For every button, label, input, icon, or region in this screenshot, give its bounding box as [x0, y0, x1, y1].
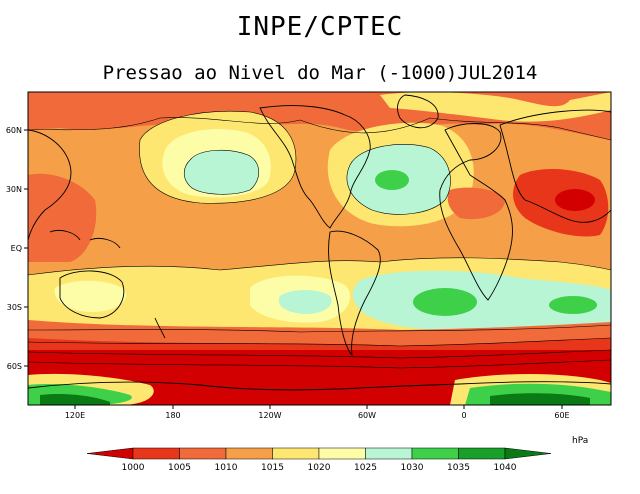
colorbar-level-label: 1020: [308, 463, 331, 473]
colorbar-cell: [411, 447, 459, 460]
lon-label-60w: 60W: [358, 411, 376, 420]
colorbar-cell: [179, 447, 227, 460]
colorbar-cell: [365, 447, 413, 460]
coast-greenland: [397, 94, 439, 129]
colorbar-level-label: 1005: [168, 463, 191, 473]
colorbar-cell: [318, 447, 366, 460]
colorbar-level-label: 1000: [122, 463, 145, 473]
coast-australia: [59, 270, 125, 319]
lat-label-30s: 30S: [7, 303, 22, 312]
coast-borneo: [49, 229, 81, 241]
colorbar-arrow-low: [86, 447, 134, 460]
field-nafrica-low: [447, 187, 505, 220]
page-title: INPE/CPTEC: [236, 12, 404, 42]
coast-asia: [499, 109, 611, 223]
colorbar-unit: hPa: [572, 436, 589, 446]
lat-label-60n: 60N: [6, 126, 22, 135]
isobar-npac-1020: [183, 149, 260, 195]
lon-label-120w: 120W: [258, 411, 281, 420]
field-asia-low-core: [555, 189, 595, 211]
isobar-south-1015b: [28, 324, 611, 333]
lon-label-60e: 60E: [554, 411, 569, 420]
lon-label-120e: 120E: [65, 411, 85, 420]
map-subtitle: Pressao ao Nivel do Mar (-1000)JUL2014: [102, 62, 538, 84]
colorbar-level-label: 1010: [215, 463, 238, 473]
field-arctic-yellow: [380, 92, 611, 122]
lat-axis: 60N 30N EQ 30S 60S: [6, 126, 28, 371]
isobar-south-1010: [28, 337, 611, 347]
colorbar-cell: [132, 447, 180, 460]
isobar-south-1000: [28, 359, 611, 369]
colorbar-cell: [458, 447, 506, 460]
isobar-natl-1020: [346, 144, 451, 215]
coast-new-guinea: [89, 237, 121, 249]
field-antarctic-high-west-core: [40, 393, 110, 405]
colorbar: 1000 1005 1010 1015 1020 1025 1030 1035 1040: [86, 447, 552, 473]
coast-new-zealand: [154, 317, 166, 339]
colorbar-level-label: 1035: [447, 463, 470, 473]
coastlines: [28, 94, 611, 391]
colorbar-arrow-high: [504, 447, 552, 460]
coast-europe-africa: [439, 123, 513, 301]
lon-axis: 120E 180 120W 60W 0 60E: [65, 405, 570, 420]
field-satl-high-mint: [352, 270, 611, 331]
map-field: [28, 92, 611, 405]
lat-label-30n: 30N: [6, 185, 22, 194]
lon-label-180: 180: [165, 411, 180, 420]
isobar-south-1005: [28, 349, 611, 359]
lat-label-60s: 60S: [7, 362, 22, 371]
coast-north-america: [259, 105, 371, 229]
isobar-npac-1015: [139, 110, 297, 204]
field-natl-high-green: [375, 170, 409, 190]
field-satl-high-green: [413, 288, 477, 316]
coast-antarctica: [28, 381, 611, 391]
colorbar-level-label: 1030: [401, 463, 424, 473]
field-south-band-1: [28, 320, 611, 348]
isobars: [28, 110, 611, 369]
isobar-north: [28, 117, 611, 141]
lon-label-0: 0: [461, 411, 466, 420]
lat-label-eq: EQ: [11, 244, 22, 253]
field-wpac-orange: [28, 173, 97, 262]
colorbar-cell: [225, 447, 273, 460]
field-npac-high-mint: [184, 150, 259, 195]
field-spac-high-mint: [278, 290, 332, 314]
coast-east-asia: [28, 129, 72, 241]
colorbar-level-label: 1015: [261, 463, 284, 473]
colorbar-level-label: 1040: [494, 463, 517, 473]
coast-south-america: [328, 230, 381, 357]
colorbar-level-label: 1025: [354, 463, 377, 473]
colorbar-cell: [272, 447, 320, 460]
isobar-south-1015: [28, 257, 611, 276]
field-aus-high: [54, 280, 126, 312]
field-antarctic-high-east-core: [490, 393, 590, 405]
field-indian-high-green: [549, 296, 597, 314]
